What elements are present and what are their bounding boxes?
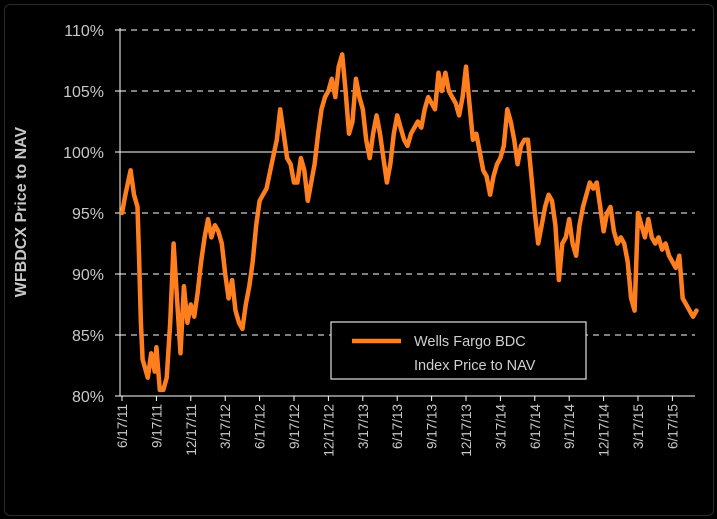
x-tick-label: 3/17/14 — [493, 404, 508, 450]
y-tick-label: 105% — [63, 84, 104, 101]
x-tick-label: 6/17/11 — [115, 404, 130, 448]
legend: Wells Fargo BDC Index Price to NAV — [330, 321, 587, 380]
x-tick-label: 9/17/12 — [287, 404, 302, 449]
x-tick-labels: 6/17/11 9/17/11 12/17/11 3/17/12 6/17/12 9/17… — [115, 404, 680, 457]
legend-box — [330, 321, 587, 380]
x-tick-label: 12/17/13 — [459, 404, 474, 457]
x-tick-label: 6/17/15 — [665, 404, 680, 449]
y-tick-labels: 80% 85% 90% 95% 100% 105% 110% — [63, 23, 104, 406]
y-tick-label: 95% — [72, 206, 104, 223]
x-tick-label: 6/17/13 — [390, 404, 405, 449]
y-tick-label: 100% — [63, 145, 104, 162]
x-tick-label: 3/17/12 — [218, 404, 233, 449]
y-tick-label: 85% — [72, 328, 104, 345]
gridlines — [120, 29, 695, 336]
y-tick-label: 80% — [72, 389, 104, 406]
legend-label-line1: Wells Fargo BDC — [414, 334, 526, 350]
x-tick-label: 6/17/14 — [528, 404, 543, 450]
x-tick-label: 6/17/12 — [253, 404, 268, 449]
y-tick-label: 90% — [72, 267, 104, 284]
y-axis-label: WFBDCX Price to NAV — [13, 126, 30, 297]
x-tick-label: 3/17/13 — [356, 404, 371, 449]
y-tick-label: 110% — [64, 23, 104, 40]
x-tick-label: 12/17/12 — [321, 404, 336, 457]
x-tick-label: 9/17/14 — [562, 404, 577, 450]
x-tick-label: 3/17/15 — [631, 404, 646, 449]
x-tick-label: 9/17/13 — [425, 404, 440, 449]
x-tick-label: 12/17/11 — [184, 404, 199, 456]
legend-label-line2: Index Price to NAV — [414, 358, 536, 374]
series-line-wells-fargo-bdc — [119, 52, 699, 393]
x-tick-label: 12/17/14 — [597, 404, 612, 457]
x-tick-label: 9/17/11 — [149, 404, 164, 448]
